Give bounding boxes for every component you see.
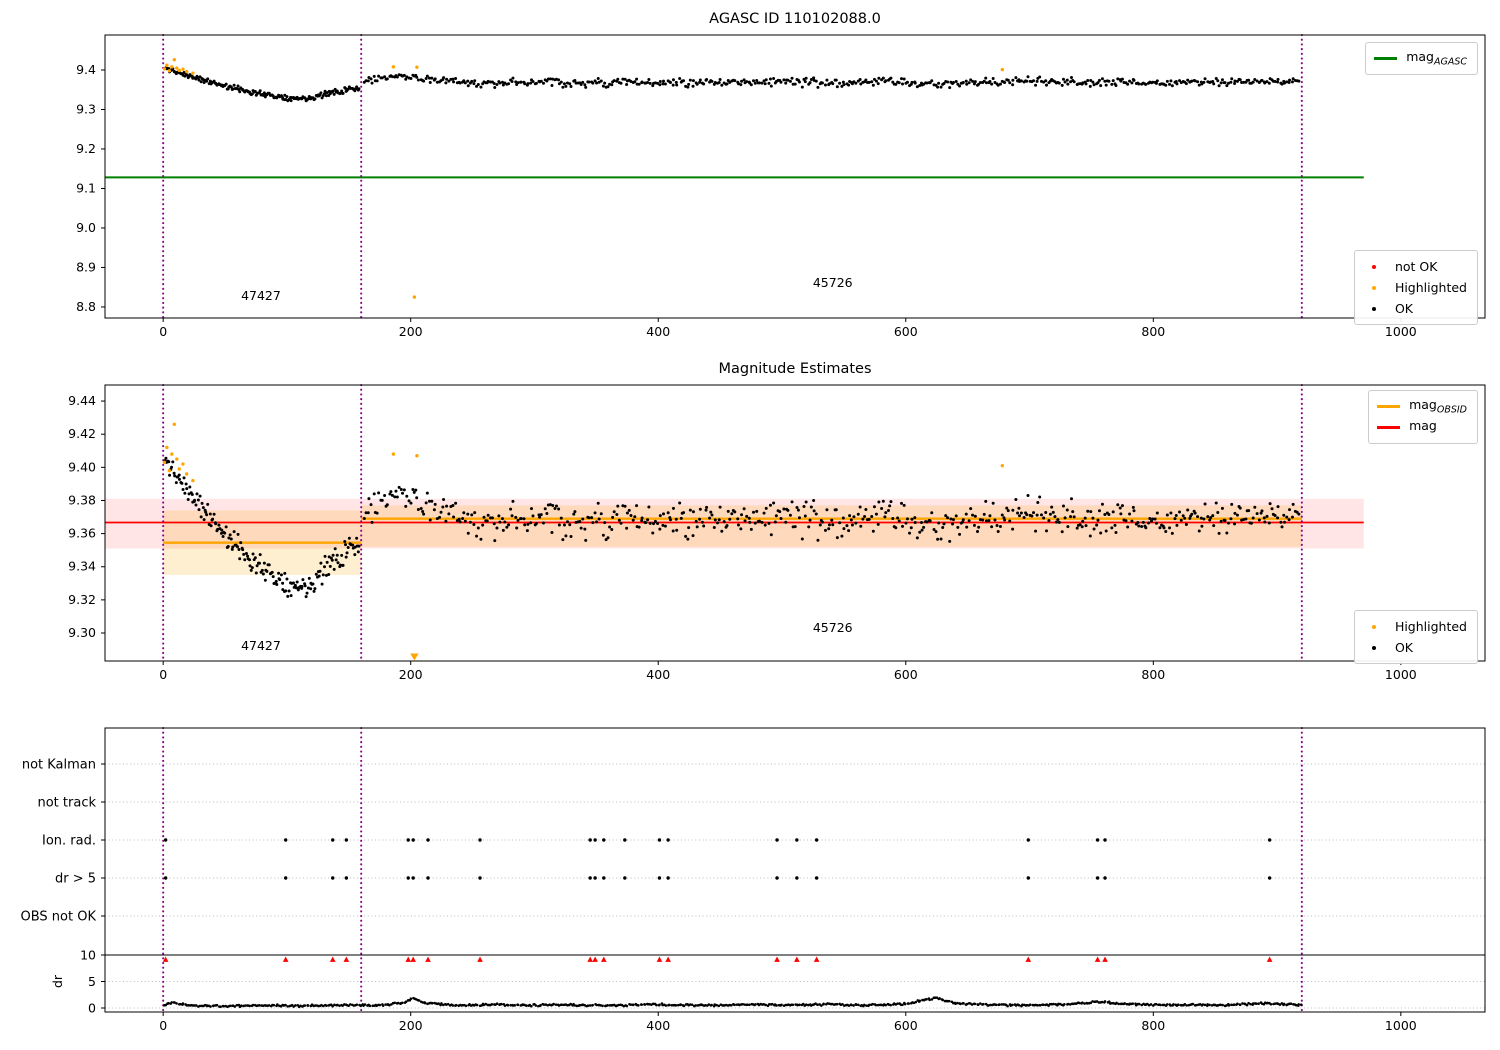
est-plot: 47427 45726 0 200 400 600 800 1000 9.30 9.32 9.34 9… [68, 383, 1486, 682]
svg-text:600: 600 [894, 1018, 918, 1033]
svg-text:400: 400 [646, 1018, 670, 1033]
svg-text:9.4: 9.4 [76, 62, 96, 77]
svg-text:9.42: 9.42 [68, 426, 96, 441]
svg-text:800: 800 [1141, 1018, 1165, 1033]
orange-line-swatch [1377, 405, 1401, 408]
legend-label-mag-agasc: magAGASC [1406, 49, 1467, 68]
svg-text:0: 0 [159, 324, 167, 339]
est-status-legend: Highlighted OK [1353, 610, 1478, 664]
red-dot-swatch [1363, 262, 1386, 272]
svg-text:8.8: 8.8 [76, 299, 96, 314]
svg-text:0: 0 [88, 1001, 96, 1016]
svg-text:1000: 1000 [1385, 324, 1417, 339]
svg-text:9.36: 9.36 [68, 526, 96, 541]
legend-item-mag: mag [1377, 417, 1467, 438]
svg-text:1000: 1000 [1385, 1018, 1417, 1033]
est-lines-legend: magOBSID mag [1368, 390, 1478, 444]
red-line-swatch [1377, 426, 1401, 429]
svg-text:0: 0 [159, 1018, 167, 1033]
svg-text:9.40: 9.40 [68, 459, 96, 474]
legend-label-ok-2: OK [1394, 640, 1413, 655]
svg-text:10: 10 [80, 948, 96, 963]
svg-text:5: 5 [88, 974, 96, 989]
svg-text:OBS not OK: OBS not OK [21, 910, 97, 925]
orange-dot-swatch [1363, 622, 1386, 632]
legend-item-ok: OK [1363, 298, 1467, 319]
top-plot-title: AGASC ID 110102088.0 [709, 11, 881, 27]
legend-item-not-ok: not OK [1363, 256, 1467, 277]
svg-text:47427: 47427 [241, 288, 281, 303]
green-line-swatch [1374, 57, 1398, 60]
black-dot-swatch [1363, 643, 1386, 653]
legend-label-highlighted: Highlighted [1394, 280, 1467, 295]
svg-text:9.38: 9.38 [68, 492, 96, 507]
svg-text:600: 600 [894, 667, 918, 682]
svg-text:9.2: 9.2 [76, 141, 96, 156]
svg-text:400: 400 [646, 667, 670, 682]
mag-status-legend: not OK Highlighted OK [1353, 250, 1478, 325]
legend-item-ok-2: OK [1363, 637, 1467, 658]
legend-item-mag-obsid: magOBSID [1377, 396, 1467, 417]
legend-item-mag-agasc: magAGASC [1374, 48, 1467, 69]
svg-text:47427: 47427 [241, 638, 281, 653]
svg-text:45726: 45726 [813, 620, 853, 635]
svg-text:not track: not track [37, 796, 96, 811]
flags-plot: not Kalman not track Ion. rad. dr > 5 OBS no… [21, 726, 1486, 1033]
svg-text:9.32: 9.32 [68, 592, 96, 607]
svg-text:600: 600 [894, 324, 918, 339]
mag-plot: 47427 45726 0 200 400 600 800 1000 8.8 8.9 9.0 9.1 9… [76, 33, 1486, 339]
mag-agasc-legend: magAGASC [1365, 42, 1478, 75]
svg-text:9.0: 9.0 [76, 220, 96, 235]
svg-text:0: 0 [159, 667, 167, 682]
svg-text:8.9: 8.9 [76, 259, 96, 274]
svg-text:200: 200 [399, 667, 423, 682]
svg-text:dr > 5: dr > 5 [55, 872, 96, 887]
svg-text:not Kalman: not Kalman [22, 758, 96, 773]
legend-item-highlighted-2: Highlighted [1363, 616, 1467, 637]
svg-text:9.1: 9.1 [76, 180, 96, 195]
svg-text:9.30: 9.30 [68, 625, 96, 640]
svg-text:9.44: 9.44 [68, 393, 96, 408]
svg-text:800: 800 [1141, 324, 1165, 339]
svg-text:1000: 1000 [1385, 667, 1417, 682]
legend-item-highlighted: Highlighted [1363, 277, 1467, 298]
svg-text:9.3: 9.3 [76, 101, 96, 116]
legend-label-highlighted-2: Highlighted [1394, 619, 1467, 634]
svg-text:Ion. rad.: Ion. rad. [42, 834, 96, 849]
legend-label-not-ok: not OK [1394, 259, 1438, 274]
middle-plot-title: Magnitude Estimates [718, 361, 872, 377]
orange-dot-swatch [1363, 283, 1386, 293]
legend-label-mag: mag [1409, 418, 1437, 434]
svg-text:dr: dr [50, 974, 65, 988]
svg-text:200: 200 [399, 324, 423, 339]
svg-text:400: 400 [646, 324, 670, 339]
legend-label-mag-obsid: magOBSID [1409, 397, 1467, 416]
svg-text:200: 200 [399, 1018, 423, 1033]
black-dot-swatch [1363, 304, 1386, 314]
svg-text:800: 800 [1141, 667, 1165, 682]
svg-text:9.34: 9.34 [68, 559, 96, 574]
svg-text:45726: 45726 [813, 275, 853, 290]
legend-label-ok: OK [1394, 301, 1413, 316]
